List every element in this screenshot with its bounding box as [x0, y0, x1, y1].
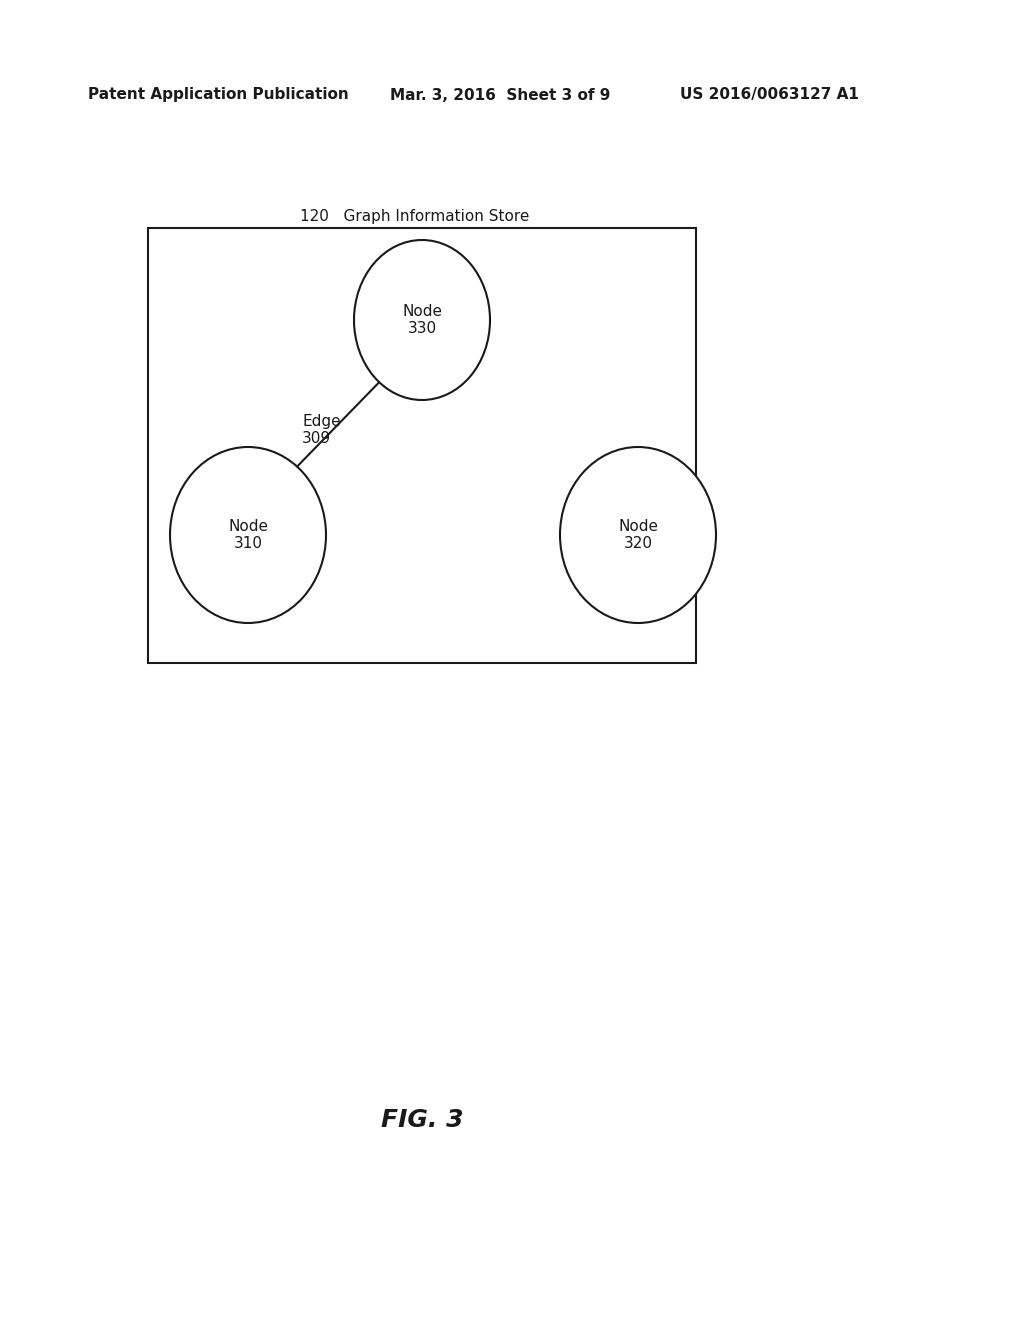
- Text: US 2016/0063127 A1: US 2016/0063127 A1: [680, 87, 859, 103]
- Ellipse shape: [170, 447, 326, 623]
- Text: 120   Graph Information Store: 120 Graph Information Store: [300, 210, 529, 224]
- Text: Edge
309: Edge 309: [302, 413, 341, 446]
- Ellipse shape: [560, 447, 716, 623]
- Text: FIG. 3: FIG. 3: [381, 1107, 463, 1133]
- Text: Node
320: Node 320: [618, 519, 658, 552]
- Bar: [148, 228, 696, 663]
- Text: Patent Application Publication: Patent Application Publication: [88, 87, 349, 103]
- Text: Node
330: Node 330: [402, 304, 442, 337]
- Ellipse shape: [354, 240, 490, 400]
- Text: Node
310: Node 310: [228, 519, 268, 552]
- Text: Mar. 3, 2016  Sheet 3 of 9: Mar. 3, 2016 Sheet 3 of 9: [390, 87, 610, 103]
